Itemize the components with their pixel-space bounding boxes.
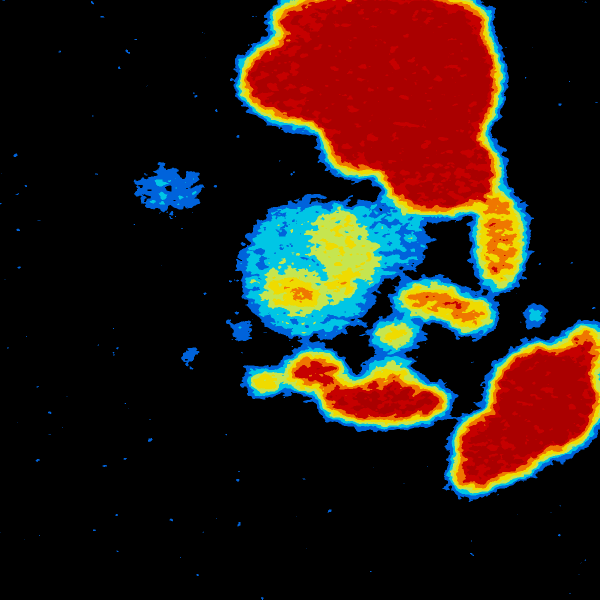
radar-image (0, 0, 600, 600)
precipitation-layer (0, 0, 600, 600)
